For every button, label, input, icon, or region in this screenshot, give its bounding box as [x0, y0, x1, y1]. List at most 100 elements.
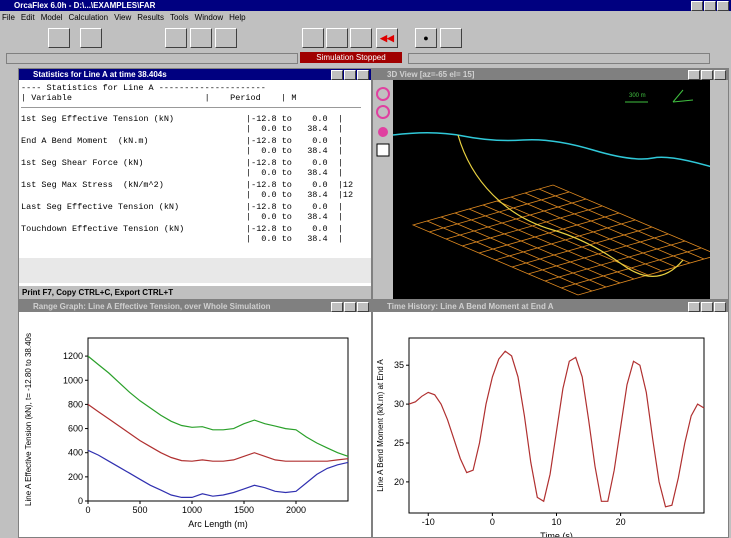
- chart: 0 500 1000 1500 2000 0 200 400 600 800 1000 1200 Arc…: [24, 333, 349, 529]
- tool-button[interactable]: [190, 28, 212, 48]
- menu-item[interactable]: File: [2, 13, 15, 22]
- window-title: Time History: Line A Bend Moment at End …: [387, 302, 554, 311]
- app-title-bar: OrcaFlex 6.0h - D:\...\EXAMPLES\FAR: [0, 0, 731, 11]
- window-title-bar: Time History: Line A Bend Moment at End …: [373, 301, 728, 312]
- x-tick-label: 500: [132, 505, 147, 515]
- status: Simulation Stopped: [300, 52, 402, 63]
- x-tick-label: 1000: [182, 505, 202, 515]
- window-title-bar: Range Graph: Line A Effective Tension, o…: [19, 301, 371, 312]
- series-line: [87, 449, 349, 498]
- x-tick-label: 0: [490, 517, 495, 527]
- blank-area: [19, 258, 371, 283]
- stats-row: Touchdown Effective Tension (kN) |-12.8 t…: [21, 224, 361, 246]
- period: |-12.8 to 0.0 |: [246, 136, 343, 146]
- x-tick-label: -10: [422, 517, 435, 527]
- period: | 0.0 to 38.4 |: [246, 146, 343, 156]
- separator: [21, 107, 361, 108]
- stop-button[interactable]: [350, 28, 372, 48]
- stats-columns: | Variable | Period | M: [21, 93, 297, 103]
- x-axis-label: Time (s): [540, 531, 573, 537]
- menu-item[interactable]: Tools: [169, 13, 189, 22]
- period: |-12.8 to 0.0 |: [246, 224, 343, 234]
- y-tick-label: 1000: [63, 375, 83, 385]
- y-tick-label: 800: [68, 399, 83, 409]
- variable: Touchdown Effective Tension (kN): [21, 224, 185, 234]
- plot-area: [87, 337, 349, 502]
- view-button[interactable]: ●: [415, 28, 437, 48]
- window-title-bar: Statistics for Line A at time 38.404s: [19, 69, 371, 80]
- period: | 0.0 to 38.4 |: [246, 168, 343, 178]
- menu-item[interactable]: Window: [194, 13, 224, 22]
- graph-button[interactable]: [440, 28, 462, 48]
- chart: -10 0 10 20 20 25 30 35 Time (s) Line A Bend Mome…: [376, 337, 705, 537]
- view3d-window: 3D View [az=-65 el= 15] 300 m: [372, 68, 729, 300]
- window-title-bar: 3D View [az=-65 el= 15]: [373, 69, 728, 80]
- scale-label: 300 m: [629, 93, 646, 99]
- pause-button[interactable]: [326, 28, 348, 48]
- series-line: [408, 350, 705, 508]
- menu-item[interactable]: Help: [229, 13, 246, 22]
- status-field: [408, 53, 710, 64]
- menu-item[interactable]: View: [114, 13, 132, 22]
- reset-button[interactable]: ◀◀: [376, 28, 398, 48]
- app-title: OrcaFlex 6.0h - D:\...\EXAMPLES\FAR: [14, 1, 156, 10]
- y-tick-label: 200: [68, 472, 83, 482]
- stats-row: 1st Seg Shear Force (kN) |-12.8 to 0.0 | |…: [21, 158, 361, 180]
- x-tick-label: 1500: [234, 505, 254, 515]
- window-title: 3D View [az=-65 el= 15]: [387, 70, 475, 79]
- y-tick-label: 1200: [63, 351, 83, 361]
- period: |-12.8 to 0.0 |: [246, 158, 343, 168]
- y-tick-label: 600: [68, 424, 83, 434]
- run-button[interactable]: [302, 28, 324, 48]
- stats-row: 1st Seg Max Stress (kN/m^2) |-12.8 to 0.0…: [21, 180, 361, 202]
- variable: 1st Seg Shear Force (kN): [21, 158, 144, 168]
- stats-row: 1st Seg Effective Tension (kN) |-12.8 to …: [21, 114, 361, 136]
- y-tick-label: 0: [78, 496, 83, 506]
- window-title: Range Graph: Line A Effective Tension, o…: [33, 302, 271, 311]
- variable: End A Bend Moment (kN.m): [21, 136, 149, 146]
- stats-heading: ---- Statistics for Line A -------------…: [21, 83, 266, 93]
- open-button[interactable]: [48, 28, 70, 48]
- view3d-scene: 300 m: [373, 80, 728, 299]
- stats-text: ---- Statistics for Line A -------------…: [21, 83, 361, 258]
- x-tick-label: 2000: [286, 505, 306, 515]
- period: |-12.8 to 0.0 |: [246, 114, 343, 124]
- time-history-window: Time History: Line A Bend Moment at End …: [372, 300, 729, 538]
- stats-row: Last Seg Effective Tension (kN) |-12.8 to…: [21, 202, 361, 224]
- period: |-12.8 to 0.0 |12: [246, 180, 354, 190]
- stats-window: Statistics for Line A at time 38.404s --…: [18, 68, 372, 300]
- x-axis-label: Arc Length (m): [188, 519, 248, 529]
- series-line: [87, 355, 349, 457]
- x-tick-label: 20: [616, 517, 626, 527]
- variable: 1st Seg Max Stress (kN/m^2): [21, 180, 164, 190]
- menu-item[interactable]: Edit: [20, 13, 35, 22]
- x-tick-label: 10: [551, 517, 561, 527]
- menu-item[interactable]: Calculation: [68, 13, 109, 22]
- y-axis-label: Line A Bend Moment (kN.m) at End A: [376, 359, 385, 492]
- edit-button[interactable]: [80, 28, 102, 48]
- stats-row: End A Bend Moment (kN.m) |-12.8 to 0.0 | |…: [21, 136, 361, 158]
- menu-bar: File Edit Model Calculation View Results Tools…: [2, 13, 252, 23]
- y-axis-label: Line A Effective Tension (kN), t= -12.80…: [24, 333, 33, 506]
- period: |-12.8 to 0.0 |: [246, 202, 343, 212]
- series-line: [87, 403, 349, 462]
- variable: 1st Seg Effective Tension (kN): [21, 114, 175, 124]
- period: | 0.0 to 38.4 |: [246, 234, 343, 244]
- window-title: Statistics for Line A at time 38.404s: [33, 70, 167, 79]
- range-graph-window: Range Graph: Line A Effective Tension, o…: [18, 300, 372, 538]
- stats-footer: Print F7, Copy CTRL+C, Export CTRL+T: [19, 286, 371, 299]
- menu-item[interactable]: Results: [137, 13, 164, 22]
- y-tick-label: 35: [394, 360, 404, 370]
- tool-button[interactable]: [215, 28, 237, 48]
- variable: Last Seg Effective Tension (kN): [21, 202, 180, 212]
- period: | 0.0 to 38.4 |: [246, 212, 343, 222]
- tool-button[interactable]: [165, 28, 187, 48]
- period: | 0.0 to 38.4 |: [246, 124, 343, 134]
- y-tick-label: 400: [68, 448, 83, 458]
- y-tick-label: 30: [394, 399, 404, 409]
- y-tick-label: 20: [394, 477, 404, 487]
- menu-item[interactable]: Model: [40, 13, 63, 22]
- status-field: [6, 53, 298, 64]
- period: | 0.0 to 38.4 |12: [246, 190, 354, 200]
